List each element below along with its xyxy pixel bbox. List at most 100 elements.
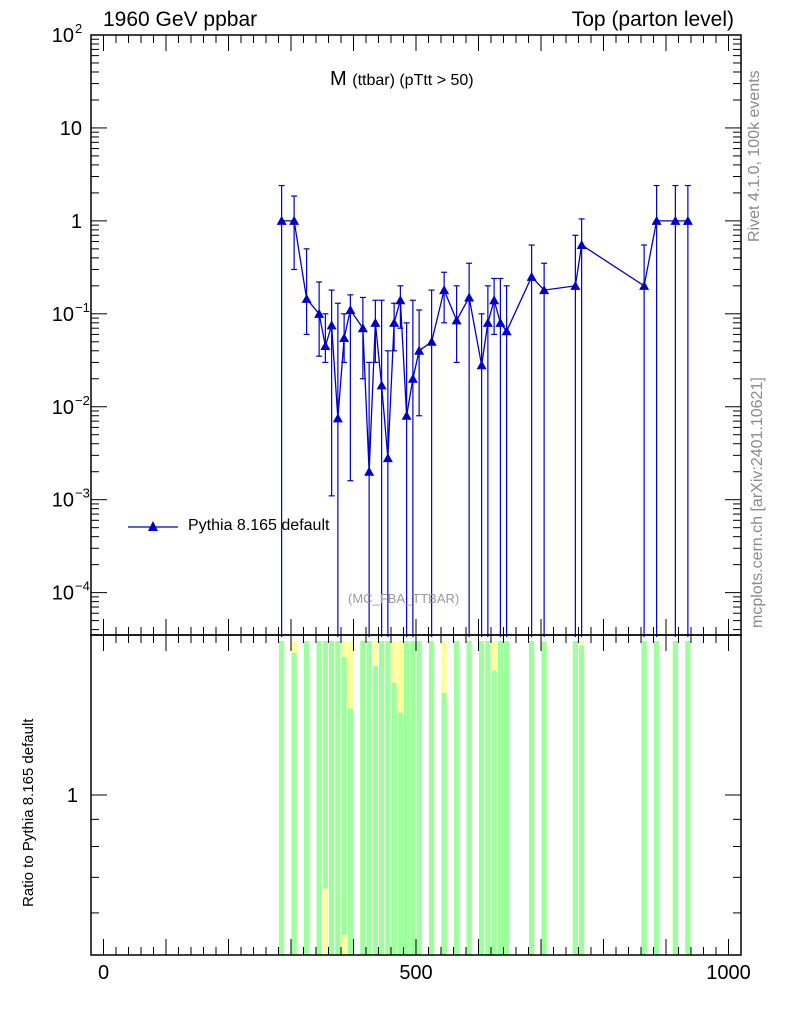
ratio-band-inner-6 — [335, 641, 341, 955]
ratio-band-inner-33 — [654, 641, 660, 955]
data-point-4 — [320, 341, 331, 351]
data-point-34 — [670, 215, 681, 225]
data-point-21 — [451, 315, 462, 325]
analysis-id: (MC_FBA_TTBAR) — [348, 591, 460, 606]
data-point-31 — [576, 240, 587, 250]
plot-title: M (ttbar) (pTtt > 50) — [330, 68, 474, 91]
ratio-y-axis-label: Ratio to Pythia 8.165 default — [20, 718, 37, 907]
ratio-band-inner-27 — [504, 641, 510, 955]
error-bars — [278, 184, 691, 637]
data-point-12 — [376, 380, 387, 390]
ratio-band-inner-20 — [441, 693, 447, 955]
y-tick-label-0: 10 — [52, 25, 74, 47]
data-point-19 — [426, 336, 437, 346]
ratio-band-inner-31 — [579, 645, 585, 955]
y-tick-label-6: 10 — [52, 583, 74, 605]
data-point-5 — [326, 320, 337, 330]
y-tick-exponent-0: 2 — [75, 21, 82, 36]
data-point-11 — [370, 317, 381, 327]
data-point-13 — [382, 453, 393, 463]
ratio-band-inner-9 — [360, 641, 366, 955]
ratio-y-tick-label-0: 1 — [67, 785, 78, 807]
y-tick-label-2: 1 — [71, 211, 82, 233]
ratio-band-inner-16 — [404, 641, 410, 955]
y-tick-label-1: 10 — [60, 118, 82, 140]
ratio-band-inner-29 — [541, 641, 547, 955]
plot-title-main: M — [330, 68, 347, 90]
ratio-band-inner-2 — [304, 641, 310, 955]
ratio-band-inner-13 — [385, 641, 391, 955]
ratio-band-inner-12 — [379, 641, 385, 955]
ratio-bands — [279, 641, 691, 955]
data-point-18 — [414, 345, 425, 355]
ratio-band-inner-30 — [572, 641, 578, 955]
ratio-band-inner-3 — [316, 641, 322, 955]
ratio-band-inner-11 — [372, 665, 378, 955]
data-point-23 — [476, 360, 487, 370]
main-plot-frame — [90, 34, 742, 636]
data-point-9 — [357, 323, 368, 333]
data-point-26 — [495, 317, 506, 327]
data-point-16 — [401, 410, 412, 420]
ratio-band-inner-28 — [529, 641, 535, 955]
data-point-15 — [395, 295, 406, 305]
legend-marker — [148, 521, 158, 531]
data-point-20 — [439, 285, 450, 295]
legend-label: Pythia 8.165 default — [188, 517, 330, 534]
data-point-6 — [332, 413, 343, 423]
data-point-25 — [489, 295, 500, 305]
data-point-27 — [501, 326, 512, 336]
ratio-band-inner-14 — [391, 682, 397, 955]
ratio-band-inner-18 — [416, 641, 422, 955]
ratio-band-inner-19 — [429, 641, 435, 955]
header-right: Top (parton level) — [571, 8, 734, 31]
data-point-17 — [407, 373, 418, 383]
data-point-10 — [364, 466, 375, 476]
data-point-30 — [570, 280, 581, 290]
ratio-band-inner-17 — [410, 641, 416, 955]
data-point-33 — [651, 215, 662, 225]
data-point-1 — [289, 215, 300, 225]
y-tick-exponent-5: −3 — [75, 486, 90, 501]
data-point-2 — [301, 293, 312, 303]
ratio-band-inner-4 — [322, 641, 328, 889]
data-point-7 — [339, 332, 350, 342]
y-tick-label-3: 10 — [52, 304, 74, 326]
series-markers — [276, 215, 693, 476]
data-point-8 — [345, 304, 356, 314]
data-point-24 — [482, 317, 493, 327]
y-tick-label-4: 10 — [52, 397, 74, 419]
ratio-band-inner-10 — [366, 641, 372, 955]
ratio-band-inner-21 — [454, 641, 460, 955]
ratio-band-inner-1 — [291, 652, 297, 955]
ratio-band-inner-7 — [341, 657, 347, 935]
ratio-band-inner-35 — [685, 641, 691, 955]
legend-symbol — [128, 521, 178, 531]
ratio-band-inner-15 — [397, 712, 403, 955]
data-point-0 — [276, 215, 287, 225]
data-point-32 — [639, 280, 650, 290]
header-left: 1960 GeV ppbar — [103, 8, 258, 31]
x-tick-label-1: 500 — [399, 962, 432, 984]
ratio-band-inner-0 — [279, 641, 285, 955]
axis-ticks — [91, 34, 741, 956]
ratio-band-inner-32 — [641, 641, 647, 955]
data-point-14 — [389, 317, 400, 327]
x-tick-label-2: 1000 — [706, 962, 751, 984]
ratio-band-inner-24 — [485, 641, 491, 955]
ratio-band-inner-8 — [347, 708, 353, 955]
data-point-28 — [526, 271, 537, 281]
ratio-band-inner-25 — [491, 670, 497, 955]
series-line — [281, 220, 688, 472]
data-point-35 — [682, 215, 693, 225]
x-tick-label-0: 0 — [98, 962, 109, 984]
ratio-band-inner-22 — [466, 641, 472, 955]
data-point-22 — [464, 292, 475, 302]
data-point-3 — [314, 308, 325, 318]
mcplots-info: mcplots.cern.ch [arXiv:2401.10621] — [749, 377, 766, 628]
plot-title-sub: (ttbar) (pTtt > 50) — [352, 72, 474, 89]
data-point-29 — [539, 285, 550, 295]
ratio-band-inner-34 — [672, 641, 678, 955]
